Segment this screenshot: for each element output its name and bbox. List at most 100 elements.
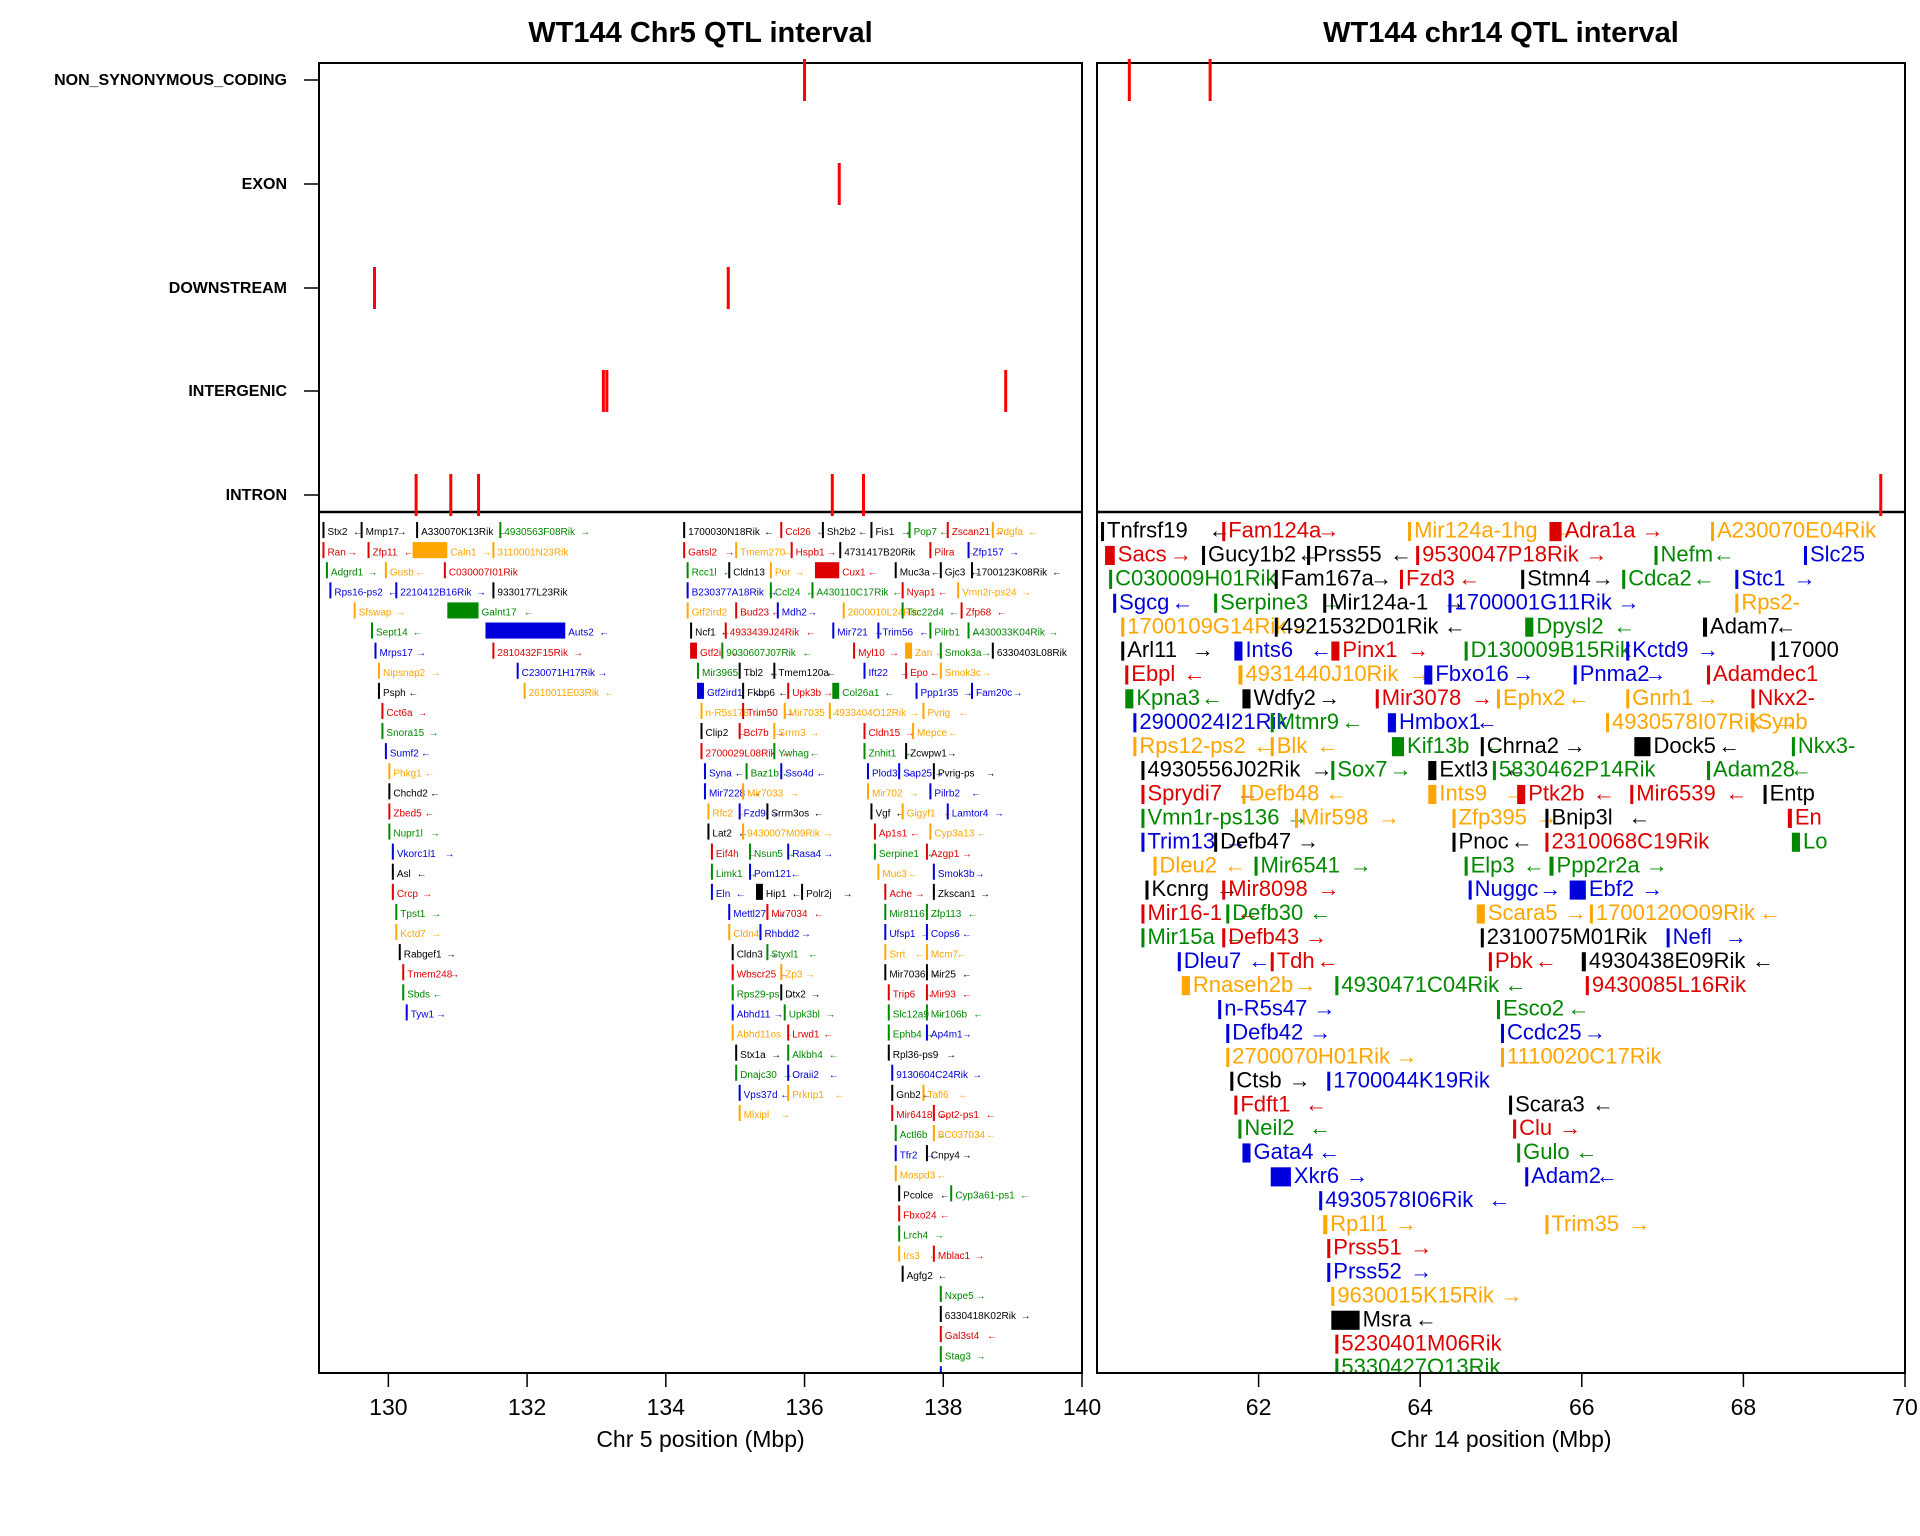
gene-label: 4921532D01Rik bbox=[1281, 613, 1440, 638]
gene-bar bbox=[1751, 713, 1755, 733]
gene-direction-arrow: → bbox=[431, 929, 441, 940]
gene-bar bbox=[908, 522, 911, 539]
gene-label: Chchd2 bbox=[393, 788, 428, 799]
gene-label: 9630015K15Rik bbox=[1337, 1282, 1495, 1307]
gene-label: Cyp3a13 bbox=[934, 829, 974, 840]
gene-bar bbox=[1323, 1215, 1328, 1235]
gene-bar bbox=[891, 1084, 894, 1101]
gene-bar bbox=[769, 562, 772, 579]
gene-bar bbox=[492, 642, 495, 659]
gene-label: Kcnrg bbox=[1151, 876, 1208, 901]
gene-bar bbox=[853, 642, 856, 659]
gene-bar bbox=[1496, 689, 1500, 709]
gene-label: Pvrig-ps bbox=[938, 768, 975, 779]
gene-bar bbox=[353, 602, 356, 619]
gene-label: C030007I01Rik bbox=[449, 567, 519, 578]
gene-label: Zfp113 bbox=[931, 909, 962, 920]
gene-bar bbox=[1133, 737, 1137, 757]
gene-bar bbox=[738, 662, 741, 679]
gene-bar bbox=[1452, 808, 1456, 828]
gene-label: Mir6541 bbox=[1261, 852, 1340, 877]
gene-bar bbox=[1464, 641, 1468, 661]
gene-bar bbox=[912, 723, 915, 740]
gene-direction-arrow: → bbox=[962, 1030, 972, 1041]
gene-label: Mir7034 bbox=[771, 909, 808, 920]
gene-bar bbox=[1634, 737, 1651, 757]
x-tick-label: 136 bbox=[785, 1394, 823, 1420]
x-tick-label: 132 bbox=[508, 1394, 546, 1420]
gene-label: Adam2 bbox=[1531, 1163, 1601, 1188]
gene-label: Ppp2r2a bbox=[1557, 852, 1641, 877]
gene-direction-arrow: ← bbox=[938, 1271, 948, 1282]
gene-direction-arrow: → bbox=[1313, 996, 1335, 1021]
gene-direction-arrow: → bbox=[823, 688, 833, 699]
gene-bar bbox=[1707, 761, 1711, 781]
gene-label: Prss52 bbox=[1333, 1259, 1401, 1284]
gene-label: 1700109G14Rik bbox=[1127, 613, 1287, 638]
gene-direction-arrow: → bbox=[768, 949, 778, 960]
gene-label: Cops6 bbox=[931, 929, 960, 940]
gene-label: Eif4h bbox=[716, 849, 739, 860]
gene-direction-arrow: ← bbox=[927, 849, 937, 860]
gene-direction-arrow: ← bbox=[421, 748, 431, 759]
gene-direction-arrow: → bbox=[775, 728, 785, 739]
gene-bar bbox=[1335, 1358, 1339, 1373]
gene-bar bbox=[1133, 713, 1137, 733]
gene-bar bbox=[745, 763, 748, 780]
gene-label: Gnrh1 bbox=[1632, 685, 1693, 710]
gene-label: En bbox=[1795, 804, 1822, 829]
gene-label: Pcolce bbox=[903, 1190, 933, 1201]
gene-direction-arrow: → bbox=[431, 909, 441, 920]
gene-bar bbox=[329, 582, 332, 599]
gene-label: Blk bbox=[1277, 733, 1309, 758]
gene-label: Psph bbox=[383, 688, 406, 699]
gene-label: Mir16-1 bbox=[1147, 900, 1222, 925]
gene-label: n-R5s47 bbox=[1224, 996, 1307, 1021]
gene-label: Prkrip1 bbox=[792, 1090, 824, 1101]
gene-bar bbox=[1476, 904, 1485, 924]
gene-label: Agfg2 bbox=[907, 1271, 934, 1282]
gene-bar bbox=[395, 924, 398, 941]
gene-label: Mir15a bbox=[1147, 924, 1215, 949]
gene-direction-arrow: ← bbox=[780, 1090, 790, 1101]
gene-label: Gigyf1 bbox=[907, 809, 936, 820]
gene-bar bbox=[967, 542, 970, 559]
gene-label: Tmem270 bbox=[740, 547, 785, 558]
gene-bar bbox=[915, 682, 918, 699]
gene-label: Auts2 bbox=[568, 628, 594, 639]
gene-direction-arrow: ← bbox=[814, 909, 824, 920]
gene-label: Mir7228 bbox=[709, 788, 746, 799]
gene-label: Plod3 bbox=[872, 768, 898, 779]
gene-label: Ebpl bbox=[1131, 661, 1175, 686]
gene-direction-arrow: → bbox=[429, 728, 439, 739]
gene-label: Muc3 bbox=[882, 869, 907, 880]
gene-bar bbox=[690, 622, 693, 639]
gene-label: Fbxo16 bbox=[1435, 661, 1508, 686]
gene-direction-arrow: → bbox=[889, 648, 899, 659]
gene-label: Rnaseh2b bbox=[1193, 972, 1293, 997]
gene-label: Phkg1 bbox=[393, 768, 422, 779]
gene-direction-arrow: → bbox=[397, 527, 407, 538]
gene-label: Zfp395 bbox=[1459, 804, 1528, 829]
gene-direction-arrow: → bbox=[747, 869, 757, 880]
gene-bar bbox=[828, 702, 831, 719]
gene-direction-arrow: → bbox=[430, 829, 440, 840]
gene-bar bbox=[1331, 1310, 1360, 1330]
gene-bar bbox=[686, 562, 689, 579]
gene-bar bbox=[395, 903, 398, 920]
gene-bar bbox=[780, 522, 783, 539]
gene-label: 4933404O12Rik bbox=[834, 708, 907, 719]
gene-label: Serpine3 bbox=[1220, 589, 1308, 614]
gene-direction-arrow: → bbox=[1775, 709, 1797, 734]
gene-direction-arrow: → bbox=[1289, 1067, 1311, 1092]
gene-direction-arrow: → bbox=[1644, 661, 1666, 686]
gene-bar bbox=[1480, 737, 1484, 757]
gene-label: Tsc22d4 bbox=[907, 608, 945, 619]
gene-direction-arrow: → bbox=[784, 708, 794, 719]
gene-label: Pdgfa bbox=[997, 527, 1024, 538]
gene-label: Abhd11 bbox=[737, 1010, 771, 1021]
x-tick-label: 130 bbox=[369, 1394, 407, 1420]
gene-label: Cdca2 bbox=[1628, 565, 1692, 590]
gene-bar bbox=[894, 1125, 897, 1142]
gene-direction-arrow: → bbox=[446, 949, 456, 960]
